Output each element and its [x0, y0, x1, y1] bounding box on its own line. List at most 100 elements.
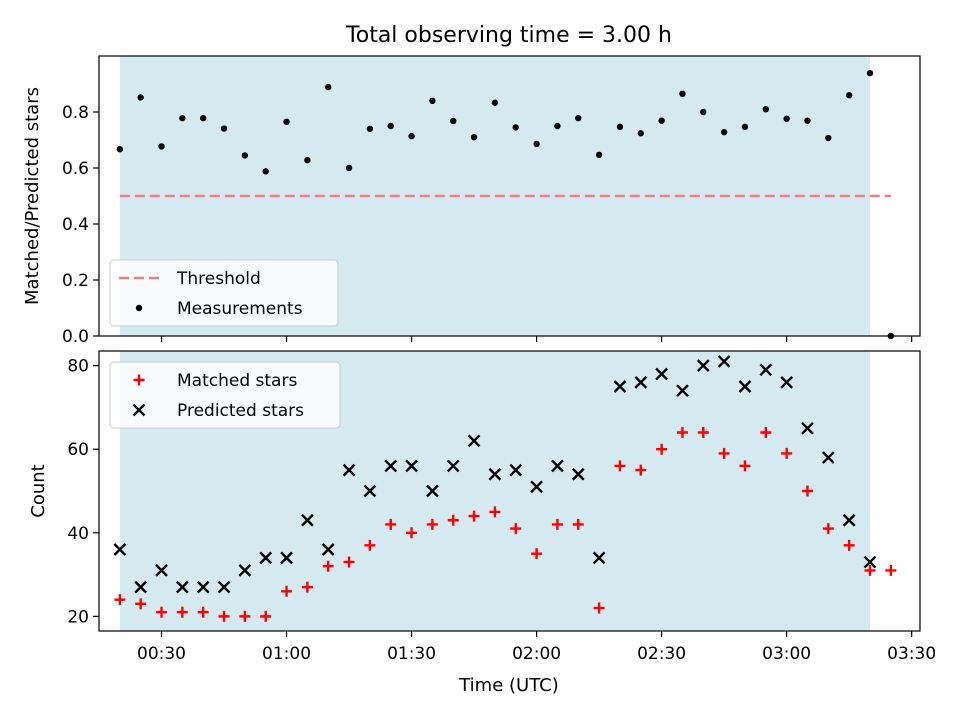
- axes-frame: [98, 350, 921, 632]
- measurement-point: [762, 106, 770, 113]
- matched-star-point: [176, 606, 188, 618]
- predicted-star-point: [655, 367, 668, 381]
- matched-star-point: [510, 523, 522, 535]
- x-tick-label: 03:30: [887, 644, 936, 664]
- matched-star-point: [885, 564, 897, 576]
- matched-star-point: [343, 556, 355, 568]
- measurement-point: [533, 140, 540, 148]
- legend-marker-swatch: [132, 403, 146, 417]
- bottom-panel-count-plot: 20 40 60 80 00:30 01:00 01:30 02:00 02:30 03:00 03…: [28, 350, 936, 664]
- measurement-point: [720, 128, 728, 136]
- predicted-star-point: [384, 459, 398, 473]
- predicted-star-point: [238, 564, 252, 577]
- matched-star-point: [614, 460, 626, 472]
- y-tick-label: 20: [67, 607, 89, 627]
- matched-star-point: [385, 518, 397, 530]
- predicted-star-point: [801, 421, 814, 435]
- measurement-point: [429, 97, 436, 105]
- measurement-point: [554, 122, 561, 130]
- matched-star-point: [781, 447, 793, 459]
- predicted-star-point: [342, 463, 356, 477]
- matched-star-point: [593, 602, 605, 614]
- x-tick-label: 01:00: [262, 644, 311, 664]
- measurement-point: [262, 168, 269, 175]
- measurement-point: [804, 117, 811, 124]
- y-tick-label: 0.2: [62, 271, 89, 291]
- predicted-star-point: [842, 513, 856, 527]
- matched-star-point: [218, 610, 230, 622]
- matched-star-point: [572, 518, 584, 530]
- measurement-point: [199, 114, 207, 122]
- legend-label: Threshold: [176, 269, 261, 289]
- predicted-star-point: [717, 355, 731, 368]
- legend-label: Matched stars: [177, 371, 297, 391]
- measurement-point: [450, 117, 457, 125]
- y-axis-label: Matched/Predicted stars: [22, 87, 43, 305]
- measurement-point: [366, 125, 374, 132]
- legend-label: Measurements: [177, 299, 303, 319]
- predicted-star-point: [467, 434, 481, 448]
- matched-star-point: [718, 447, 730, 459]
- matched-star-point: [114, 594, 126, 606]
- matched-star-point: [864, 564, 876, 576]
- predicted-star-point: [821, 451, 835, 464]
- measurement-point: [658, 117, 665, 124]
- legend-marker-swatch: [133, 374, 145, 386]
- matched-star-point: [426, 518, 438, 530]
- predicted-star-point: [738, 380, 752, 393]
- measurement-point: [595, 151, 603, 159]
- measurement-point: [700, 108, 707, 116]
- predicted-star-point: [155, 564, 168, 577]
- x-axis-label: Time (UTC): [458, 675, 559, 696]
- y-tick-label: 0.6: [62, 159, 89, 179]
- predicted-star-point: [363, 484, 377, 498]
- matched-star-point: [656, 443, 668, 455]
- measurement-point: [825, 134, 832, 142]
- predicted-star-point: [780, 375, 793, 389]
- matched-star-point: [531, 548, 543, 560]
- x-tick-label: 03:00: [762, 644, 811, 664]
- figure-title: Total observing time = 3.00 h: [345, 23, 672, 48]
- matched-star-point: [635, 464, 647, 476]
- predicted-star-point: [613, 380, 627, 393]
- predicted-star-point: [426, 484, 439, 498]
- top-panel-ratio-plot: 0.0 0.2 0.4 0.6 0.8 Matched/Predicted stars Th…: [22, 55, 921, 347]
- predicted-star-point: [509, 463, 523, 477]
- x-tick-label: 00:30: [137, 644, 186, 664]
- measurement-point: [679, 90, 686, 98]
- predicted-star-point: [176, 580, 189, 594]
- legend-marker-swatch: [135, 304, 143, 312]
- matched-star-point: [322, 560, 334, 572]
- measurement-point: [283, 118, 290, 126]
- y-axis-label: Count: [28, 464, 49, 517]
- predicted-star-point: [405, 459, 418, 473]
- matched-star-point: [551, 518, 563, 530]
- measurement-point: [470, 134, 478, 141]
- measurement-point: [783, 115, 790, 122]
- legend-label: Predicted stars: [177, 401, 304, 421]
- y-tick-label: 0.4: [62, 215, 89, 235]
- predicted-star-point: [676, 384, 689, 398]
- measurement-point: [116, 146, 124, 153]
- matched-star-point: [406, 527, 418, 539]
- matched-star-point: [260, 610, 272, 622]
- matched-star-point: [281, 585, 293, 597]
- predicted-star-point: [280, 551, 293, 565]
- measurement-point: [845, 92, 853, 99]
- predicted-star-point: [259, 551, 273, 565]
- measurement-point: [408, 132, 415, 140]
- predicted-star-point: [571, 467, 585, 481]
- measurement-point: [179, 114, 186, 122]
- matched-star-point: [843, 539, 855, 551]
- measurement-point: [616, 123, 624, 131]
- predicted-star-point: [530, 480, 543, 494]
- predicted-star-point: [301, 513, 314, 527]
- matched-star-point: [801, 485, 813, 497]
- predicted-star-point: [863, 555, 877, 569]
- predicted-star-point: [196, 580, 210, 594]
- measurement-point: [866, 69, 874, 77]
- measurement-point: [387, 122, 394, 130]
- measurement-point: [512, 124, 519, 131]
- matched-star-point: [760, 426, 772, 438]
